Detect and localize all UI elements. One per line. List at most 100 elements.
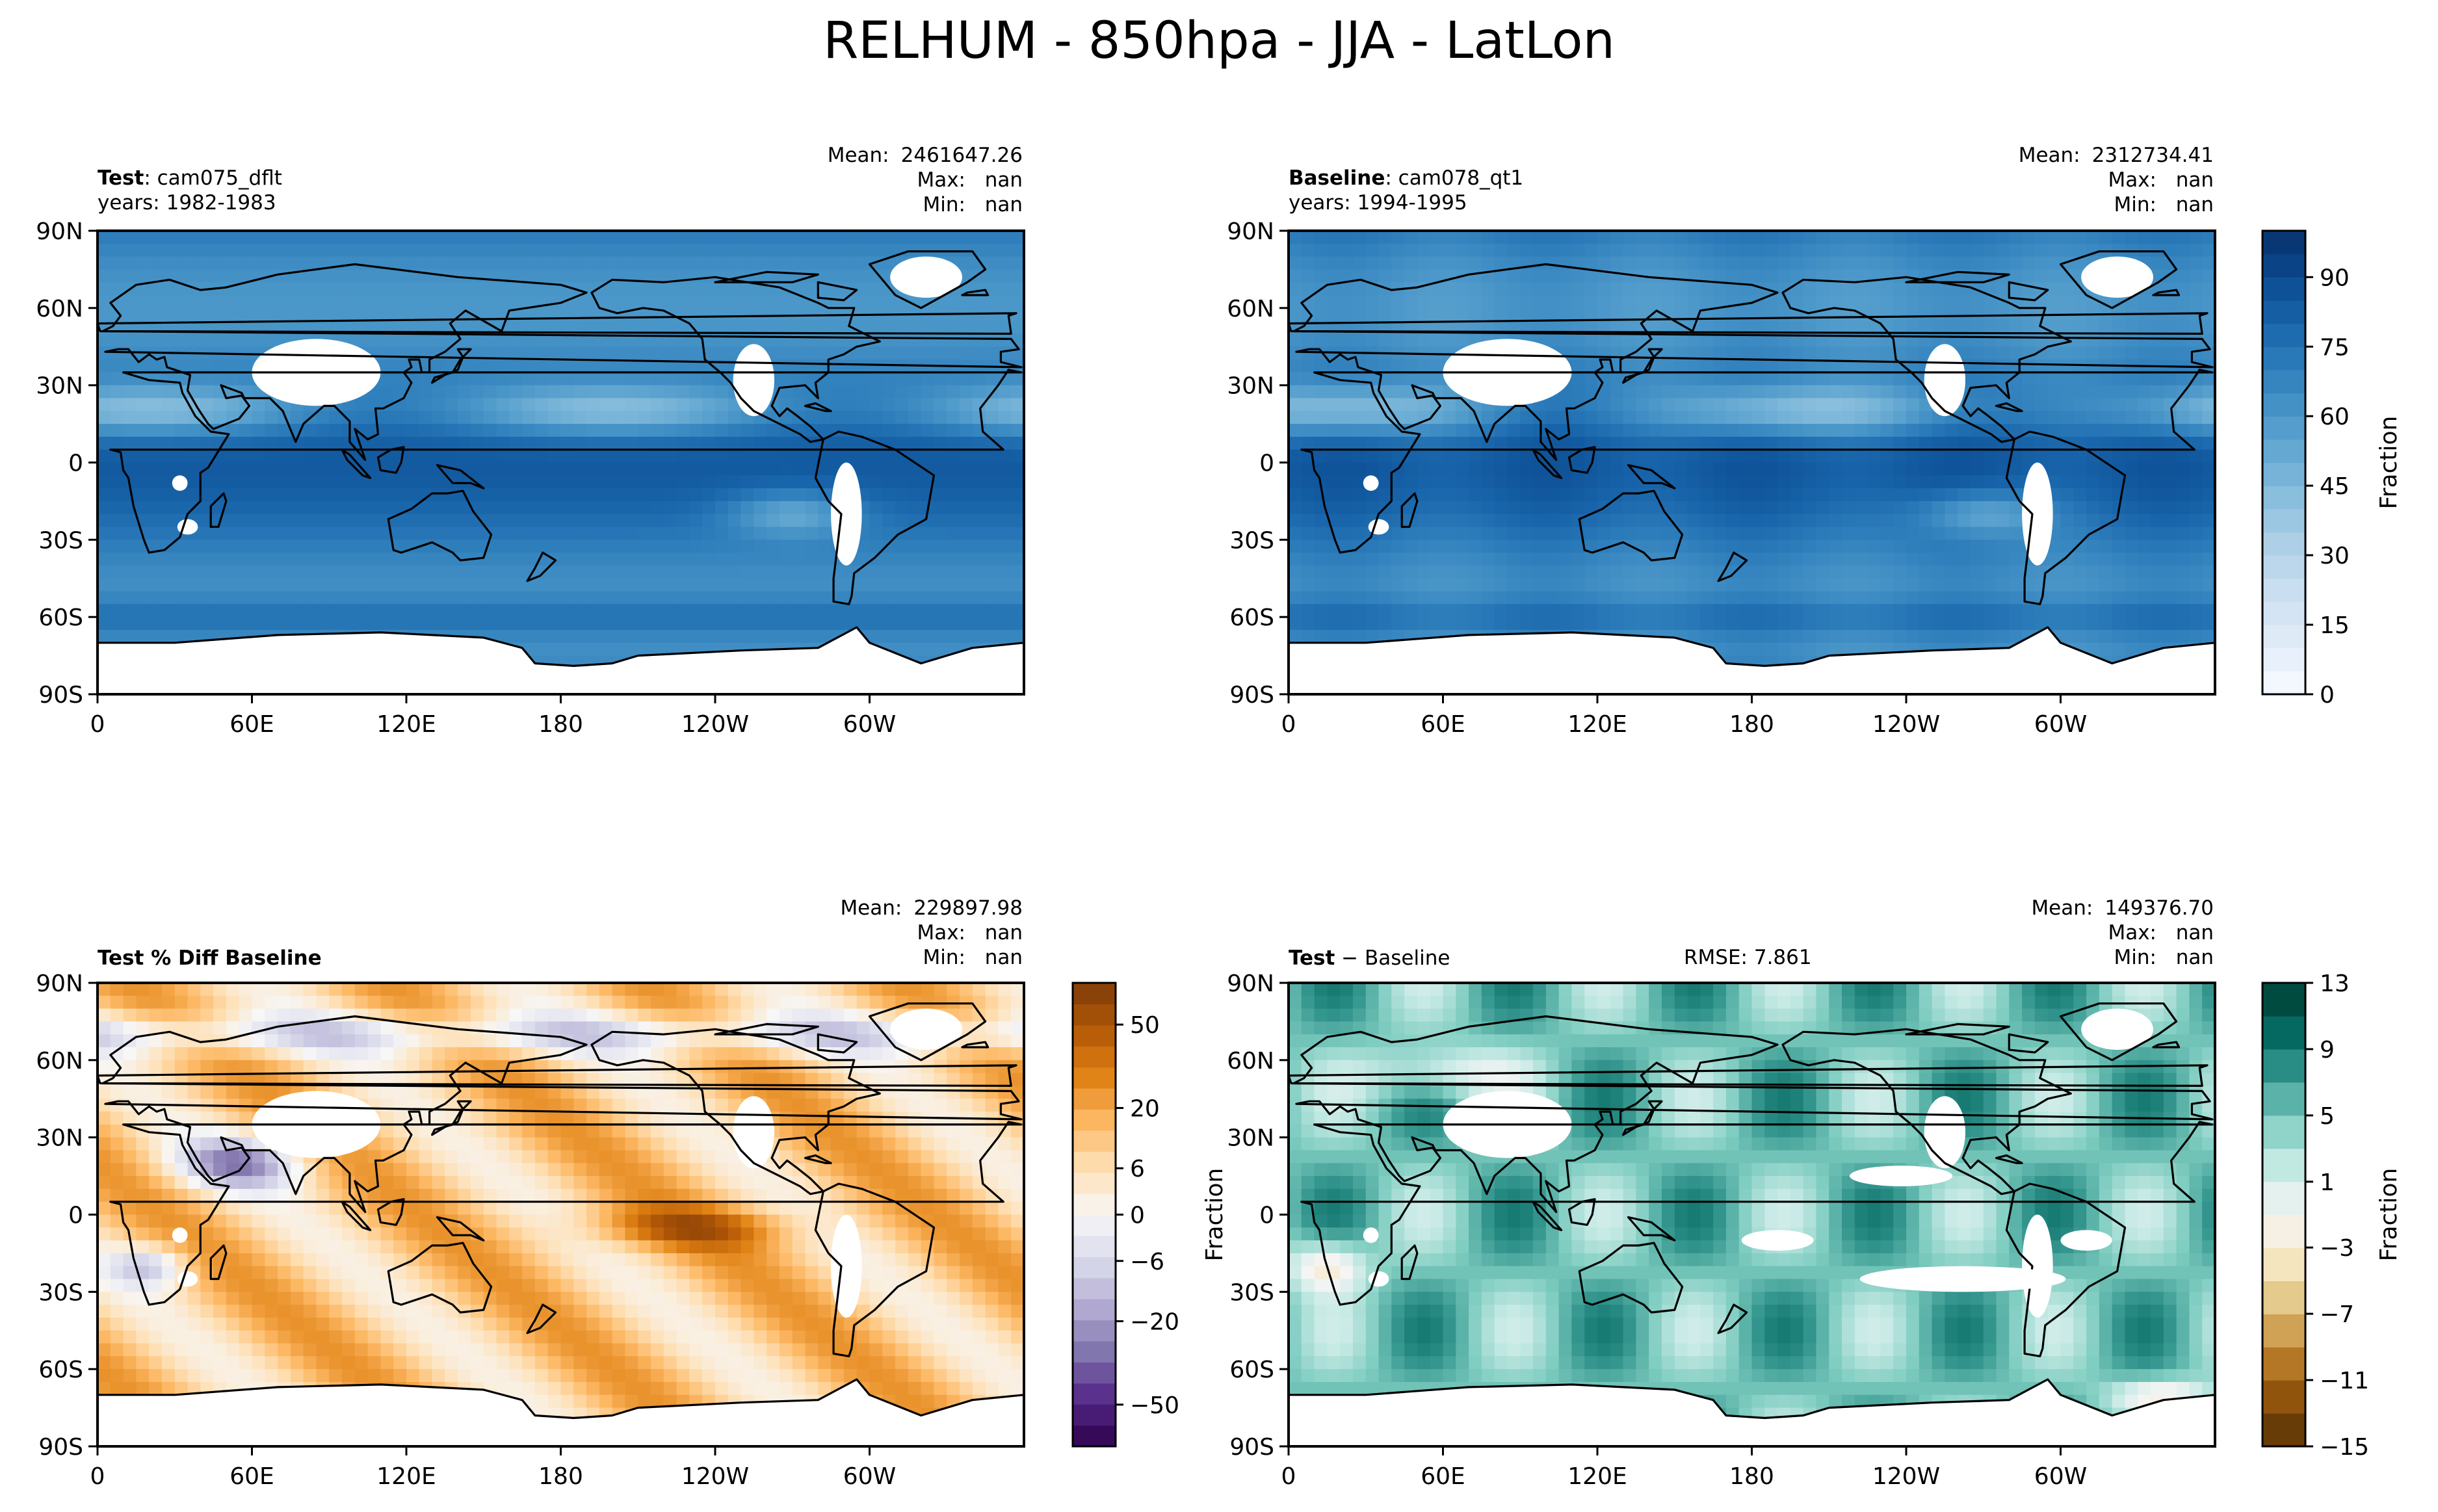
relhum-colorbar-band	[2262, 346, 2305, 371]
diff-colorbar-band	[2262, 983, 2305, 1017]
baseline-xtick-label: 180	[1729, 711, 1774, 738]
baseline-max-value: nan	[2175, 168, 2214, 192]
baseline-coast-samerica	[1080, 432, 1198, 604]
baseline-coast-sumatra	[1532, 449, 1563, 479]
test-mean-value: 2461647.26	[900, 144, 1023, 167]
relhum-colorbar-band	[2262, 532, 2305, 556]
diff-coast-madagascar	[1400, 1244, 1419, 1281]
pctdiff-colorbar-band	[1073, 1024, 1116, 1047]
diff-coast-namerica	[1781, 1028, 2072, 1195]
test-xtick-label: 180	[538, 711, 583, 738]
diff-colorbar-band	[2262, 1181, 2305, 1216]
baseline-coast-borneo	[1567, 446, 1596, 474]
diff-colorbar-band	[2262, 1247, 2305, 1281]
relhum-colorbar-band	[2262, 508, 2305, 533]
pctdiff-coast-cuba	[804, 1154, 832, 1164]
relhum-colorbar-band	[2262, 300, 2305, 324]
baseline-ytick-label: 0	[1259, 450, 1274, 477]
test-coast-namerica	[590, 276, 881, 443]
diff-coast-borneo	[1567, 1198, 1596, 1226]
pctdiff-coast-eurasia	[0, 1017, 95, 1212]
relhum-colorbar-tick-label: 45	[2320, 473, 2350, 500]
diff-max-label: Max:	[2108, 921, 2156, 945]
baseline-coast-cuba	[1995, 402, 2023, 412]
relhum-colorbar-band	[2262, 462, 2305, 486]
baseline-antarctica-mask	[1289, 627, 2215, 694]
relhum-colorbar-band	[2262, 486, 2305, 510]
test-coast-eurasia	[101, 263, 1023, 462]
test-coast-sumatra	[341, 449, 372, 479]
baseline-coast-africa	[1300, 369, 2214, 554]
pctdiff-coast-iceland	[36, 1042, 62, 1047]
pctdiff-colorbar-band	[1073, 1383, 1116, 1405]
pctdiff-colorbar-band	[1073, 1235, 1116, 1257]
diff-colorbar-tick-label: 9	[2320, 1037, 2335, 1063]
test-ytick-label: 90S	[38, 682, 83, 709]
diff-ytick-label: 0	[1259, 1203, 1274, 1229]
baseline-ytick-label: 30N	[1227, 373, 1274, 400]
diff-coast-nz	[1717, 1303, 1748, 1335]
diff-colorbar-band	[2262, 1148, 2305, 1182]
relhum-colorbar-band	[2262, 439, 2305, 463]
test-max-label: Max:	[917, 168, 965, 192]
pctdiff-coast-greenland	[868, 1002, 987, 1062]
pctdiff-ytick-label: 60S	[38, 1357, 83, 1383]
relhum-colorbar-band	[2262, 416, 2305, 440]
diff-coast-japan	[1622, 1100, 1663, 1136]
pctdiff-min-value: nan	[984, 946, 1023, 969]
diff-min-label: Min:	[2114, 946, 2156, 969]
test-max-value: nan	[984, 168, 1023, 192]
test-coast-baffin	[817, 281, 858, 302]
baseline-coast-antarctica	[1289, 626, 2215, 694]
pctdiff-ytick-label: 90S	[38, 1434, 83, 1461]
pctdiff-coast-iceland	[961, 1041, 990, 1049]
baseline-xtick-label: 0	[1281, 711, 1296, 738]
pctdiff-panel-title: Test % Diff Baseline	[98, 946, 322, 971]
diff-coast-arctic1	[1905, 1023, 2010, 1036]
pctdiff-xtick-label: 0	[90, 1463, 105, 1490]
diff-colorbar-band	[2262, 1082, 2305, 1116]
relhum-colorbar-band	[2262, 323, 2305, 347]
baseline-min-value: nan	[2175, 193, 2214, 216]
diff-coast-iceland	[2152, 1041, 2181, 1049]
diff-colorbar-frame	[2261, 982, 2307, 1448]
baseline-coast-baffin	[1082, 282, 1121, 300]
baseline-xtick-label: 60W	[2034, 711, 2087, 738]
test-ytick-label: 90N	[36, 218, 83, 245]
pctdiff-colorbar: 50 20 6 0 −6 −20 −50	[1071, 982, 1179, 1448]
pctdiff-colorbar-band	[1073, 1088, 1116, 1110]
test-coast-newguinea	[436, 463, 485, 489]
pctdiff-xtick-label: 120W	[681, 1463, 749, 1490]
diff-missing-region	[1741, 1230, 1814, 1251]
relhum-colorbar-band	[2262, 369, 2305, 394]
baseline-ytick-label: 90N	[1227, 218, 1274, 245]
pctdiff-field	[0, 983, 1024, 1446]
diff-ylabel: Fraction	[1201, 1168, 1228, 1262]
diff-ytick-label: 30S	[1229, 1279, 1274, 1306]
baseline-min-label: Min:	[2114, 193, 2156, 216]
test-coast-antarctica	[98, 626, 1024, 694]
relhum-colorbar-band	[2262, 231, 2305, 255]
diff-coast-africa	[1300, 1121, 2214, 1306]
diff-rmse: RMSE: 7.861	[1684, 946, 1812, 969]
relhum-colorbar-tick-label: 75	[2320, 334, 2350, 361]
baseline-years: years: 1994-1995	[1289, 191, 1467, 215]
diff-colorbar-band	[2262, 1347, 2305, 1381]
diff-colorbar-band	[2262, 1281, 2305, 1314]
diff-ytick-label: 90S	[1229, 1434, 1274, 1461]
pctdiff-colorbar-band	[1073, 1425, 1116, 1447]
baseline-ytick-label: 60S	[1229, 605, 1274, 631]
pctdiff-colorbar-tick-label: −6	[1130, 1249, 1164, 1275]
baseline-coast-iceland	[2152, 289, 2181, 296]
diff-missing-region	[1859, 1266, 2066, 1292]
baseline-coast-australia	[1578, 489, 1684, 562]
baseline-coast-madagascar	[1400, 492, 1419, 528]
test-panel-title: Test: cam075_dflt years: 1982-1983	[98, 166, 282, 215]
test-title-bold: Test	[98, 166, 144, 190]
pctdiff-coast-samerica	[814, 1182, 936, 1357]
diff-xtick-label: 60E	[1421, 1463, 1465, 1490]
diff-min-value: nan	[2175, 946, 2214, 969]
pctdiff-coast-nz	[526, 1303, 557, 1335]
test-coast-japan	[430, 348, 472, 384]
